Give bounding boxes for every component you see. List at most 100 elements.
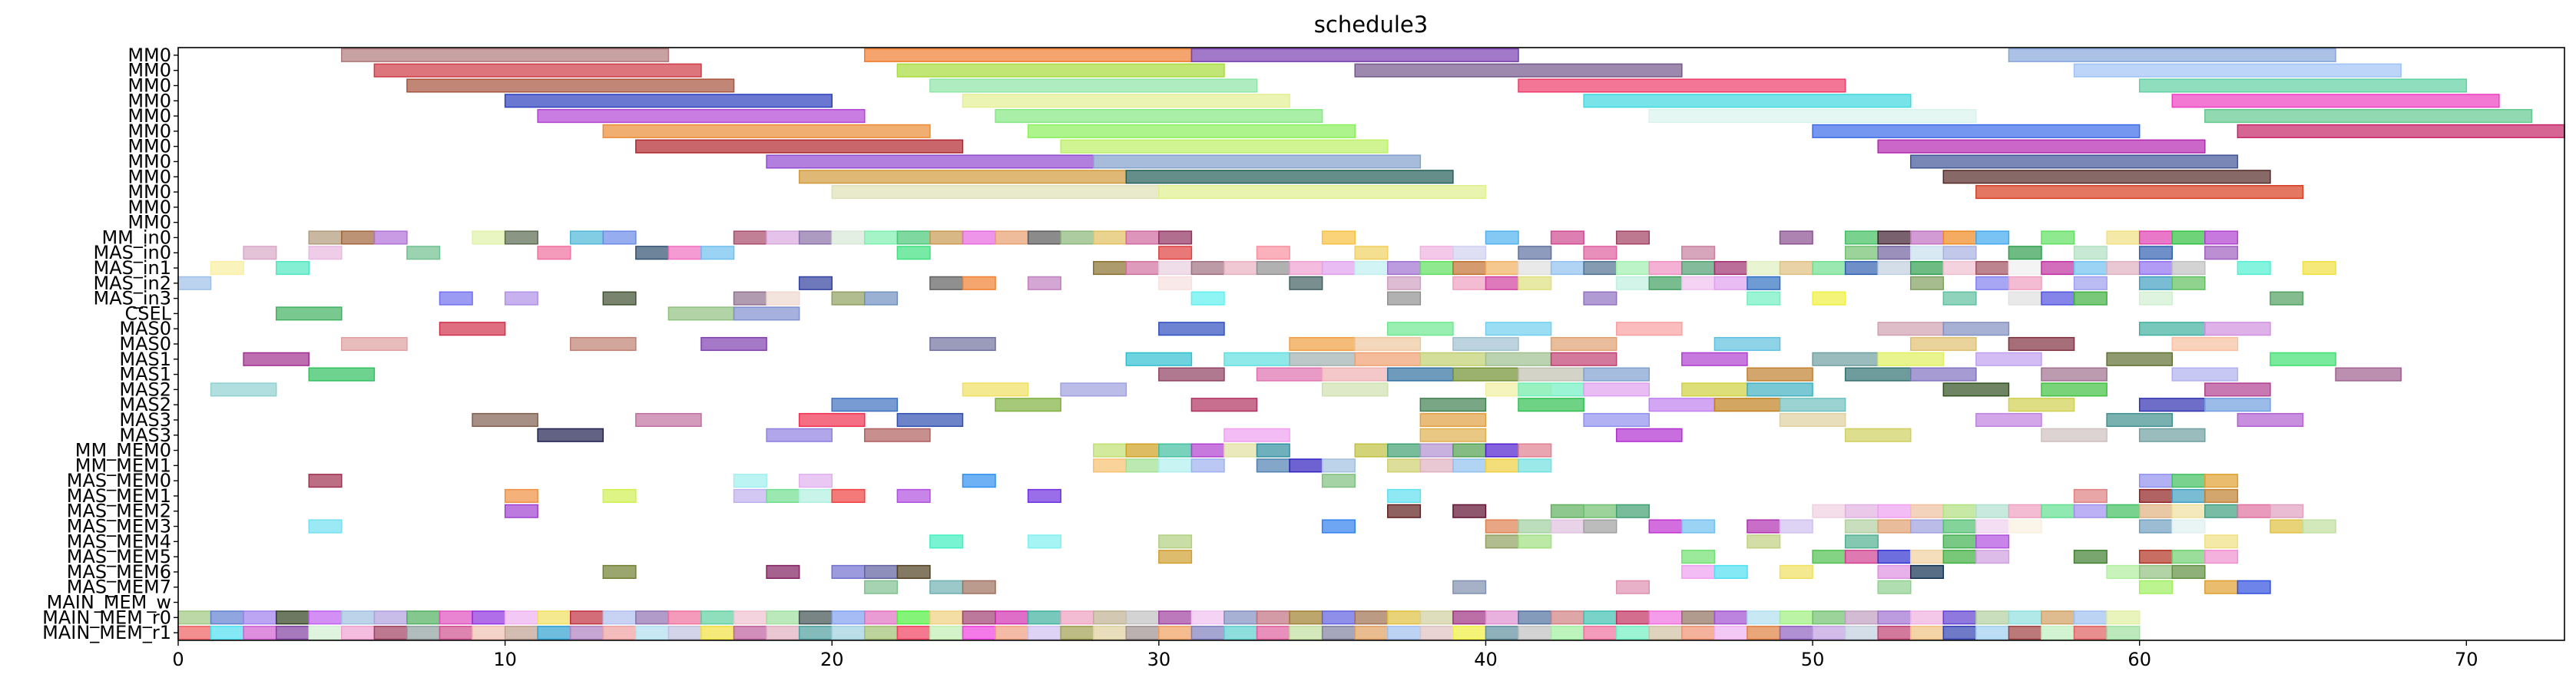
y-tick-label: MM0 bbox=[127, 150, 171, 172]
task-bar bbox=[504, 504, 538, 518]
task-bar bbox=[177, 276, 212, 290]
task-bar bbox=[1158, 610, 1193, 625]
task-bar bbox=[1681, 564, 1716, 579]
task-bar bbox=[341, 230, 376, 245]
task-bar bbox=[1747, 382, 1813, 397]
task-bar bbox=[1877, 564, 1912, 579]
task-bar bbox=[2171, 564, 2206, 579]
y-tick-label: MM0 bbox=[127, 197, 171, 218]
y-axis: MM0MM0MM0MM0MM0MM0MM0MM0MM0MM0MM0MM0MM_i… bbox=[42, 45, 178, 643]
task-bar bbox=[2106, 230, 2141, 245]
task-bar bbox=[733, 306, 800, 321]
task-bar bbox=[1518, 443, 1552, 458]
task-bar bbox=[2008, 48, 2336, 62]
task-bar bbox=[2041, 230, 2075, 245]
task-bar bbox=[1125, 352, 1193, 366]
task-bar bbox=[1877, 260, 1912, 276]
task-bar bbox=[1713, 260, 1748, 276]
task-bar bbox=[2270, 504, 2304, 518]
task-bar bbox=[2302, 519, 2336, 534]
x-tick-label: 60 bbox=[2127, 649, 2151, 670]
task-bar bbox=[2237, 124, 2565, 138]
task-bar bbox=[1615, 626, 1651, 640]
task-bar bbox=[1354, 443, 1389, 458]
task-bar bbox=[995, 109, 1323, 124]
task-bar bbox=[1518, 398, 1584, 412]
task-bar bbox=[1158, 443, 1193, 458]
task-bar bbox=[2008, 610, 2042, 625]
task-bar bbox=[1615, 610, 1651, 625]
task-bar bbox=[406, 626, 441, 640]
task-bar bbox=[1027, 230, 1061, 245]
task-bar bbox=[798, 170, 1127, 184]
task-bar bbox=[1583, 504, 1617, 518]
task-bar bbox=[1092, 458, 1127, 473]
task-bar bbox=[2106, 412, 2174, 428]
task-bar bbox=[1747, 291, 1781, 306]
task-bar bbox=[1812, 352, 1879, 366]
task-bar bbox=[439, 610, 473, 625]
task-bar bbox=[1027, 124, 1356, 138]
task-bar bbox=[1812, 550, 1846, 564]
task-bar bbox=[1844, 428, 1912, 442]
task-bar bbox=[766, 230, 800, 245]
task-bar bbox=[2138, 428, 2206, 442]
task-bar bbox=[1419, 610, 1454, 625]
task-bar bbox=[1975, 352, 2042, 366]
task-bar bbox=[177, 626, 212, 640]
y-tick-label: CSEL bbox=[124, 303, 171, 324]
y-tick-label: MAS2 bbox=[119, 379, 171, 400]
task-bar bbox=[1877, 246, 1912, 260]
task-bar bbox=[2138, 550, 2174, 564]
task-bar bbox=[1975, 260, 2010, 276]
task-bar bbox=[1975, 550, 2010, 564]
task-bar bbox=[864, 626, 899, 640]
task-bar bbox=[1910, 610, 1945, 625]
task-bar bbox=[406, 246, 441, 260]
task-bar bbox=[1027, 626, 1061, 640]
task-bar bbox=[1812, 504, 1846, 518]
task-bar bbox=[733, 626, 767, 640]
task-bar bbox=[1419, 412, 1487, 428]
task-bar bbox=[995, 398, 1061, 412]
task-bar bbox=[1452, 580, 1487, 594]
task-bar bbox=[1158, 550, 1193, 564]
task-bar bbox=[1747, 610, 1781, 625]
y-tick-label: MM_MEM0 bbox=[75, 440, 171, 461]
task-bar bbox=[2008, 246, 2042, 260]
task-bar bbox=[896, 246, 931, 260]
task-bar bbox=[667, 626, 702, 640]
task-bar bbox=[798, 412, 866, 428]
task-bar bbox=[1583, 260, 1617, 276]
task-bar bbox=[635, 412, 702, 428]
task-bar bbox=[2138, 398, 2206, 412]
task-bar bbox=[243, 352, 310, 366]
task-bar bbox=[1550, 230, 1584, 245]
x-tick-label: 20 bbox=[820, 649, 844, 670]
task-bar bbox=[2008, 519, 2042, 534]
task-bar bbox=[1844, 550, 1879, 564]
task-bar bbox=[1942, 170, 2271, 184]
y-tick-label: MM0 bbox=[127, 136, 171, 157]
task-bar bbox=[962, 474, 996, 488]
task-bar bbox=[1550, 610, 1584, 625]
task-bar bbox=[635, 246, 670, 260]
task-bar bbox=[798, 488, 833, 504]
task-bar bbox=[1190, 48, 1519, 62]
task-bar bbox=[2204, 230, 2239, 245]
task-bar bbox=[962, 626, 996, 640]
task-bar bbox=[537, 246, 571, 260]
task-bar bbox=[1942, 230, 1977, 245]
task-bar bbox=[1125, 443, 1160, 458]
y-tick-label: MAS1 bbox=[119, 364, 171, 385]
task-bar bbox=[1910, 230, 1945, 245]
task-bar bbox=[864, 48, 1193, 62]
task-bar bbox=[2204, 550, 2239, 564]
task-bar bbox=[831, 564, 866, 579]
y-tick-label: MAS_MEM1 bbox=[67, 485, 171, 507]
task-bar bbox=[2138, 322, 2206, 336]
task-bar bbox=[1158, 260, 1193, 276]
task-bar bbox=[1125, 626, 1160, 640]
task-bar bbox=[1583, 626, 1617, 640]
task-bar bbox=[1060, 382, 1127, 397]
